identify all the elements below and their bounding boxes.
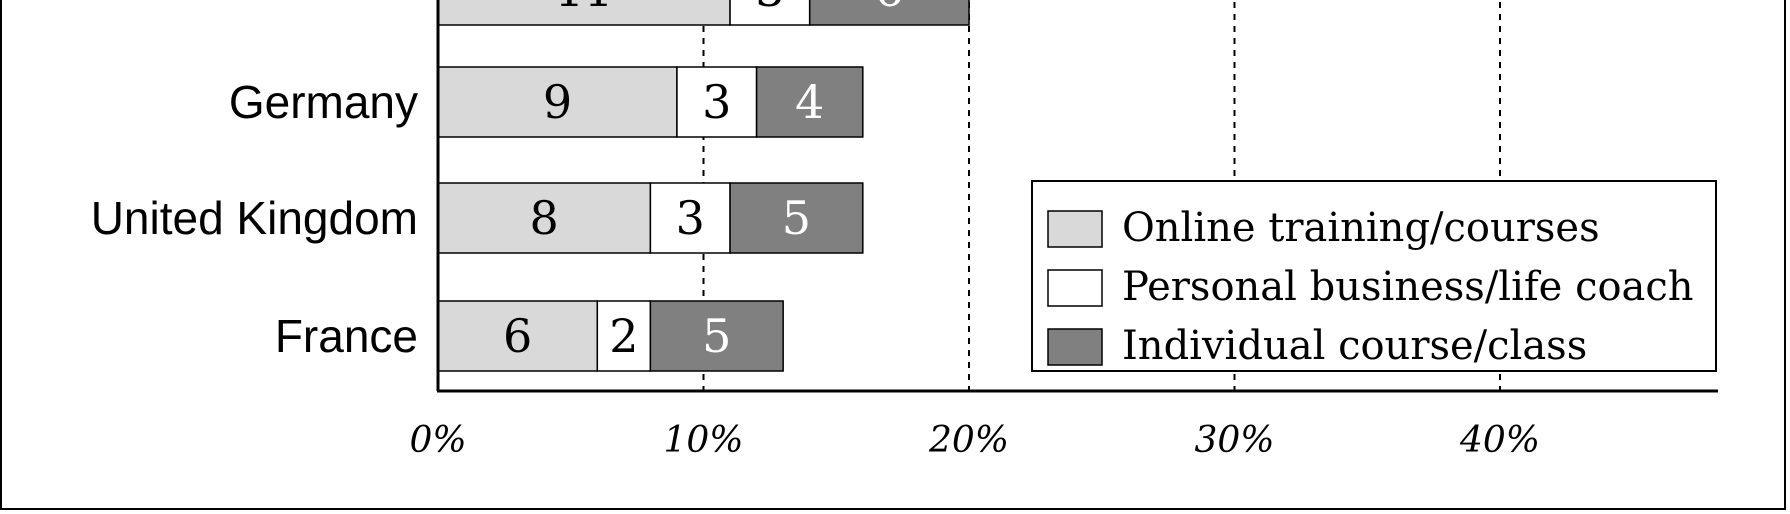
category-label-france: France [275,310,418,362]
category-labels: Germany United Kingdom France [91,76,418,362]
data-label-france-online-training-courses: 6 [503,309,532,363]
legend: Online training/courses Personal business… [1031,180,1717,372]
bar-france-personal-business-life-coach [596,300,652,372]
bar-top-partially-visible-individual-course-class [808,0,970,26]
bar-top-partially-visible-online-training-courses [437,0,731,26]
data-label-united-kingdom-personal-business-life-coach: 3 [676,191,705,245]
legend-label-personal-business-life-coach: Personal business/life coach [1122,264,1694,310]
data-label-top-partially-visible-personal-business-life-coach: 3 [755,0,784,17]
data-label-france-individual-course-class: 5 [702,309,731,363]
x-tick-label-20: 20% [928,420,1009,461]
bars: 11 3 6 9 3 4 8 3 5 6 2 5 [437,0,970,372]
bar-germany-online-training-courses [437,66,678,138]
x-tick-labels: 0% 10% 20% 30% 40% [409,420,1540,461]
data-label-germany-personal-business-life-coach: 3 [702,75,731,129]
data-label-top-partially-visible-online-training-courses: 11 [555,0,614,17]
data-label-france-personal-business-life-coach: 2 [609,309,638,363]
bar-germany-personal-business-life-coach [676,66,758,138]
category-label-germany: Germany [229,76,418,128]
legend-box [1031,180,1717,372]
category-label-united-kingdom: United Kingdom [91,192,418,244]
legend-swatch-online-training-courses [1047,210,1103,248]
data-label-germany-online-training-courses: 9 [543,75,572,129]
x-tick-label-40: 40% [1459,420,1540,461]
legend-swatch-individual-course-class [1047,328,1103,366]
legend-label-online-training-courses: Online training/courses [1122,205,1600,251]
bar-germany-individual-course-class [755,66,864,138]
legend-swatch-personal-business-life-coach [1047,269,1103,307]
x-tick-label-30: 30% [1194,420,1274,461]
bar-united-kingdom-personal-business-life-coach [649,182,731,254]
x-tick-label-10: 10% [663,420,743,461]
data-label-united-kingdom-individual-course-class: 5 [782,191,811,245]
x-tick-label-0: 0% [409,420,466,461]
data-label-top-partially-visible-individual-course-class: 6 [875,0,904,17]
bar-top-partially-visible-personal-business-life-coach [729,0,811,26]
axes [436,0,1718,393]
bar-united-kingdom-individual-course-class [729,182,864,254]
data-label-germany-individual-course-class: 4 [795,75,824,129]
data-label-united-kingdom-online-training-courses: 8 [530,191,559,245]
legend-label-individual-course-class: Individual course/class [1122,323,1587,369]
bar-france-online-training-courses [437,300,599,372]
bar-united-kingdom-online-training-courses [437,182,652,254]
bar-france-individual-course-class [649,300,784,372]
